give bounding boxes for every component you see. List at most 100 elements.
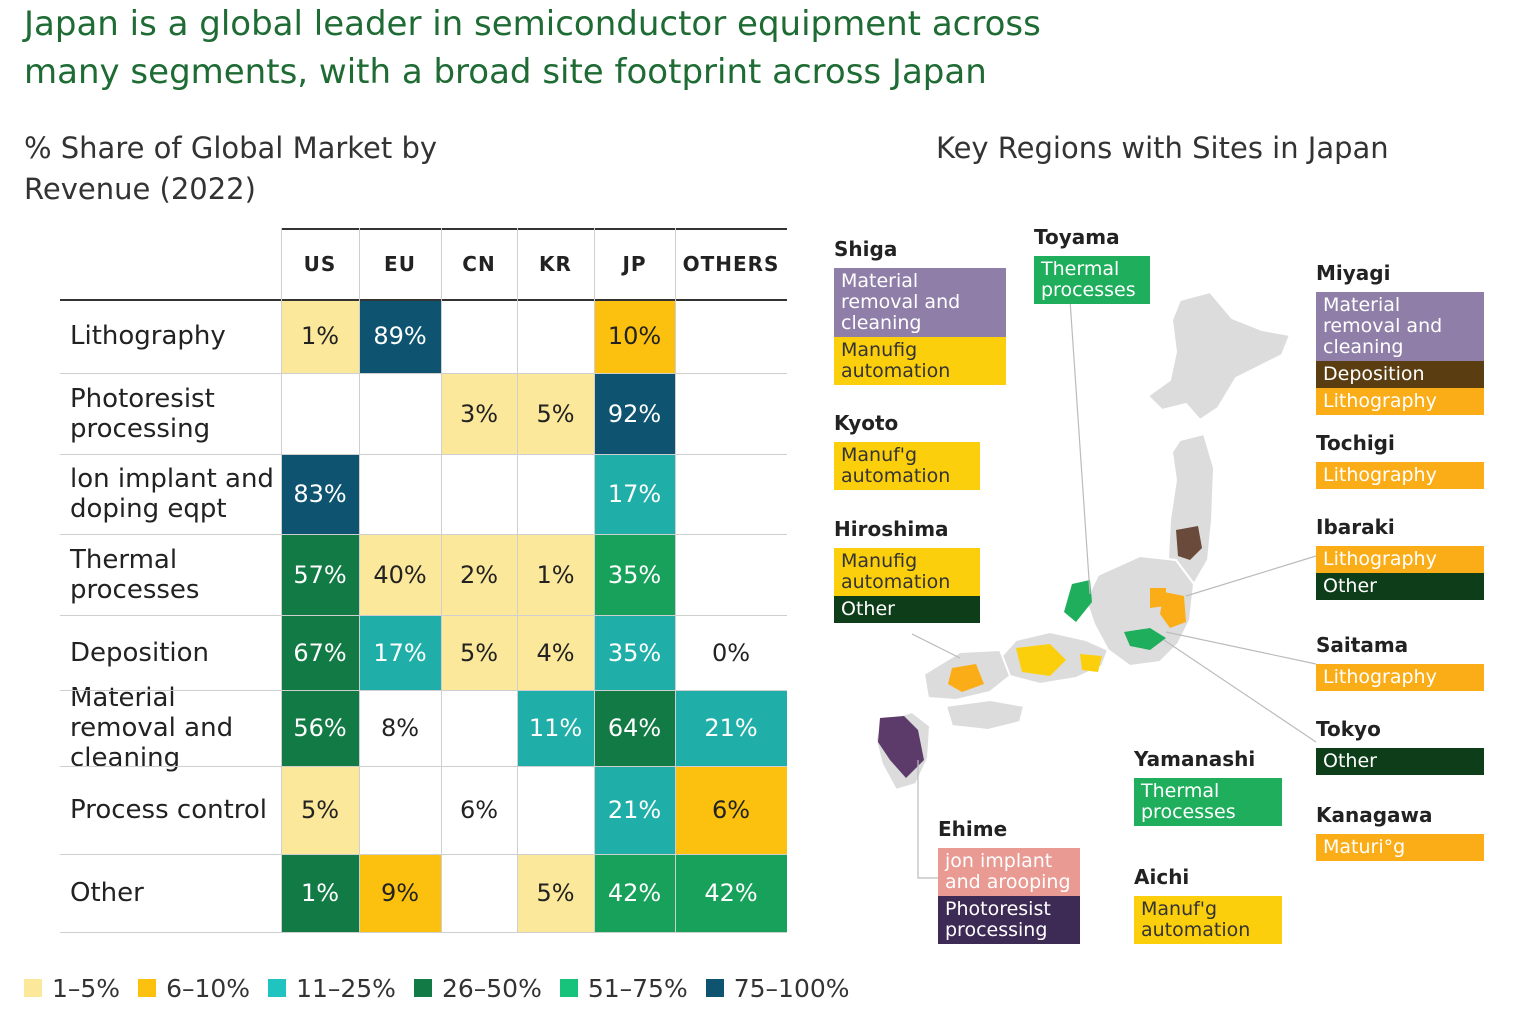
tokyo-leader [1163, 639, 1317, 743]
region-tochigi: Tochigi Lithography [1316, 430, 1484, 489]
cell-cn: 5% [441, 615, 517, 690]
legend-swatch [413, 979, 432, 997]
row-divider [60, 615, 787, 616]
region-name: Miyagi [1316, 261, 1391, 285]
segment-tag: Lithography [1316, 546, 1484, 573]
cell-jp: 10% [594, 299, 675, 373]
cell-jp: 64% [594, 690, 675, 766]
region-aichi: Aichi Manuf'g automation [1134, 864, 1282, 944]
row-divider [60, 766, 787, 767]
segment-tag: Lithography [1316, 388, 1484, 415]
region-name: Shiga [834, 237, 898, 261]
tochigi-highlight [1150, 588, 1166, 608]
region-kanagawa: Kanagawa Maturi°g [1316, 802, 1484, 861]
hokkaido-shape [1146, 290, 1292, 422]
region-toyama: Toyama Thermal processes [1034, 224, 1150, 304]
cell-eu: 9% [359, 854, 441, 932]
row-label: Process control [70, 795, 268, 825]
cell-eu: 89% [359, 299, 441, 373]
aichi-highlight [1080, 654, 1102, 672]
cell-us: 83% [281, 454, 359, 534]
hiroshima-highlight [948, 664, 984, 692]
cell-jp: 35% [594, 615, 675, 690]
legend-item: 75–100% [705, 973, 850, 1003]
cell-others: 6% [675, 766, 787, 854]
legend-label: 6–10% [166, 973, 251, 1003]
segment-tag: Other [834, 596, 980, 623]
region-yamanashi: Yamanashi Thermal processes [1134, 746, 1282, 826]
cell-jp: 17% [594, 454, 675, 534]
column-header-cn: CN [462, 251, 496, 276]
honshu-west-shape [998, 630, 1110, 686]
segment-tag: Manuf'g automation [1134, 896, 1282, 944]
cell-us: 1% [281, 299, 359, 373]
column-header-jp: JP [622, 251, 647, 276]
segment-tag: jon implant and arooping [938, 848, 1080, 896]
cell-jp: 92% [594, 373, 675, 454]
row-divider [60, 690, 787, 691]
ibaraki-leader [1185, 555, 1317, 597]
row-label: Deposition [70, 637, 210, 668]
region-name: Ibaraki [1316, 515, 1395, 539]
cell-eu: 40% [359, 534, 441, 615]
cell-kr: 1% [517, 534, 594, 615]
region-name: Saitama [1316, 633, 1409, 657]
row-label: Other [70, 878, 144, 908]
cell-us: 1% [281, 854, 359, 932]
region-name: Yamanashi [1134, 747, 1256, 771]
cell-us: 57% [281, 534, 359, 615]
column-divider [675, 228, 676, 932]
cell-others: 0% [675, 615, 787, 690]
region-name: Hiroshima [834, 517, 949, 541]
region-tokyo: Tokyo Other [1316, 716, 1484, 775]
ehime-highlight [878, 716, 924, 778]
legend-swatch [268, 979, 287, 997]
legend-swatch [705, 979, 724, 997]
region-name: Toyama [1034, 225, 1120, 249]
toyama-highlight [1064, 580, 1092, 622]
cell-kr: 4% [517, 615, 594, 690]
ibaraki-highlight [1160, 592, 1186, 628]
cell-jp: 35% [594, 534, 675, 615]
legend-label: 75–100% [733, 973, 850, 1003]
segment-tag: Maturi°g [1316, 834, 1484, 861]
page-headline: Japan is a global leader in semiconducto… [24, 4, 1041, 92]
market-share-matrix: US EU CN KR JP OTHERS Lithography 1% 89% 10% Photo… [60, 228, 787, 933]
hiroshima-leader [911, 633, 961, 659]
legend-swatch [138, 979, 157, 997]
kyushu-shape [874, 710, 932, 792]
region-name: Ehime [938, 817, 1008, 841]
shikoku-shape [944, 698, 1026, 732]
cell-eu: 8% [359, 690, 441, 766]
segment-tag: Photoresist processing [938, 896, 1080, 944]
row-divider [60, 854, 787, 855]
segment-tag: Manufig automation [834, 548, 980, 596]
region-shiga: Shiga Material removal and cleaning Manufi… [834, 236, 1006, 385]
cell-us: 5% [281, 766, 359, 854]
region-hiroshima: Hiroshima Manufig automation Other [834, 516, 980, 623]
segment-tag: Other [1316, 573, 1484, 600]
yamanashi-highlight [1124, 628, 1166, 650]
row-label: Material removal and cleaning [70, 683, 234, 773]
column-divider [594, 228, 595, 932]
legend-label: 11–25% [296, 973, 396, 1003]
column-header-eu: EU [384, 251, 416, 276]
color-legend: 1–5% 6–10% 11–25% 26–50% 51–75% 75–100% [24, 970, 868, 1006]
region-kyoto: Kyoto Manuf'g automation [834, 410, 980, 490]
row-divider [60, 454, 787, 455]
tohoku-shape [1166, 432, 1216, 592]
cell-cn: 2% [441, 534, 517, 615]
cell-others: 42% [675, 854, 787, 932]
legend-item: 1–5% [24, 974, 120, 1003]
segment-tag: Manufig automation [834, 337, 1006, 385]
column-divider [359, 228, 360, 932]
region-name: Tokyo [1316, 717, 1381, 741]
column-divider [517, 228, 518, 932]
chugoku-shape [922, 648, 1012, 702]
cell-jp: 42% [594, 854, 675, 932]
saitama-leader [1165, 631, 1317, 665]
region-ibaraki: Ibaraki Lithography Other [1316, 514, 1484, 600]
region-name: Kanagawa [1316, 803, 1433, 827]
legend-item: 6–10% [138, 974, 250, 1003]
row-divider [60, 373, 787, 374]
